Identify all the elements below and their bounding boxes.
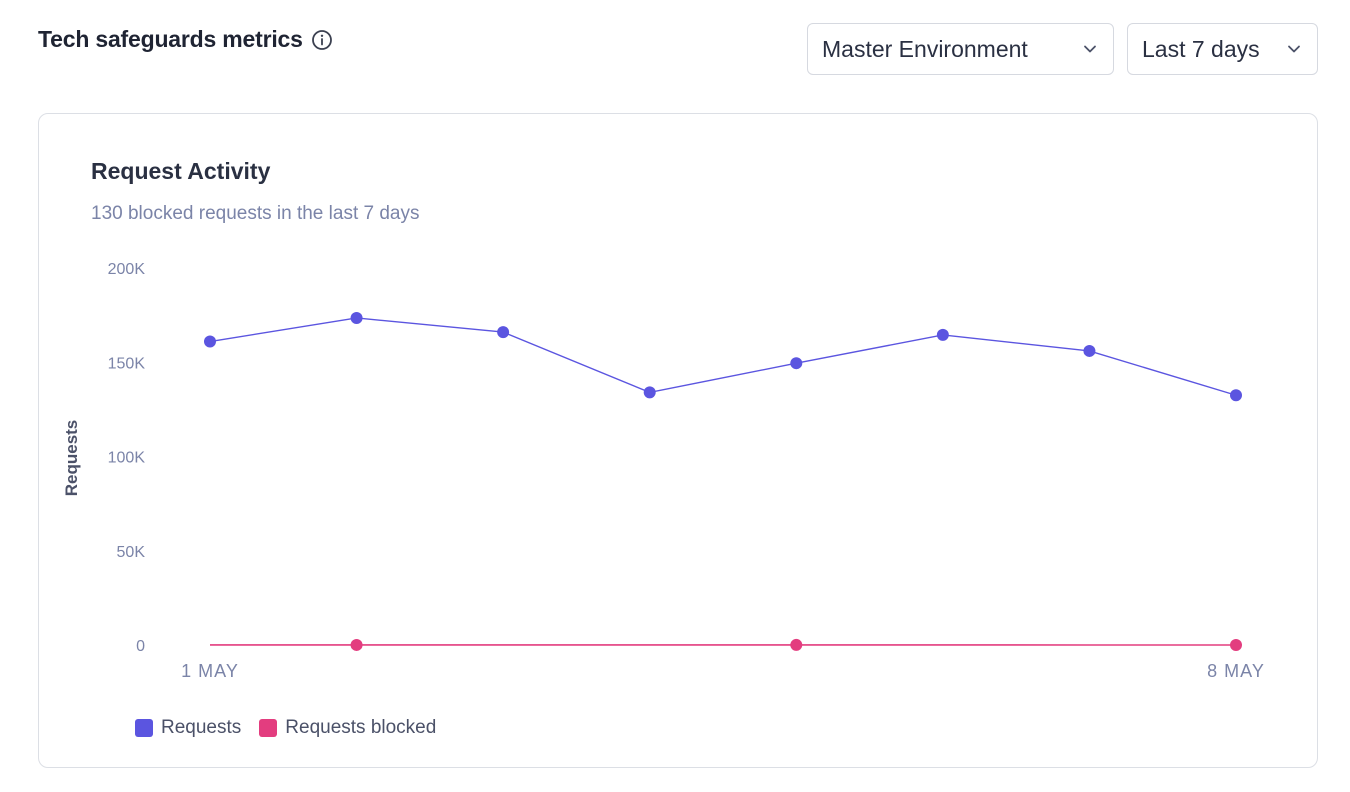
legend-label-requests: Requests: [161, 717, 242, 738]
legend-item-requests-blocked[interactable]: Requests blocked: [259, 717, 436, 739]
environment-select-value: Master Environment: [822, 35, 1028, 62]
page-title: Tech safeguards metrics: [38, 26, 303, 52]
date-range-select-value: Last 7 days: [1142, 35, 1260, 62]
legend-swatch-requests-blocked: [259, 719, 278, 737]
chevron-down-icon: [1288, 45, 1300, 53]
series-line-requests: [209, 317, 1237, 396]
series-layer: [204, 311, 1242, 651]
y-tick-label: 100K: [108, 450, 146, 467]
x-tick-label: 1 MAY: [181, 661, 239, 681]
y-tick-label: 150K: [108, 355, 146, 372]
request-activity-card: Request Activity 130 blocked requests in…: [38, 113, 1318, 768]
data-point-requests[interactable]: [643, 386, 656, 399]
y-tick-label: 0: [136, 638, 145, 655]
y-tick-label: 50K: [117, 544, 146, 561]
chart-legend: Requests Requests blocked: [135, 717, 436, 739]
card-subtitle: 130 blocked requests in the last 7 days: [91, 203, 420, 224]
chevron-down-icon: [1084, 45, 1096, 53]
legend-swatch-requests: [135, 719, 153, 737]
data-point-requests-blocked[interactable]: [790, 638, 803, 651]
y-tick-label: 200K: [108, 261, 146, 278]
environment-select[interactable]: Master Environment: [807, 23, 1114, 75]
data-point-requests-blocked[interactable]: [350, 638, 363, 651]
y-axis-label: Requests: [62, 420, 81, 497]
data-point-requests[interactable]: [936, 328, 949, 341]
legend-label-requests-blocked: Requests blocked: [285, 717, 437, 738]
x-tick-label: 8 MAY: [1207, 661, 1265, 681]
date-range-select[interactable]: Last 7 days: [1127, 23, 1318, 75]
data-point-requests[interactable]: [204, 335, 216, 348]
request-activity-chart: 200K 150K 100K 50K 0 1 MAY 8 MAY Requests: [62, 261, 1265, 681]
y-axis-ticks: 200K 150K 100K 50K 0: [108, 261, 146, 655]
data-point-requests[interactable]: [1083, 344, 1096, 357]
data-point-requests-blocked[interactable]: [1230, 638, 1242, 651]
data-point-requests[interactable]: [790, 357, 803, 370]
info-circle-icon[interactable]: [311, 29, 333, 51]
card-title: Request Activity: [91, 158, 271, 184]
data-point-requests[interactable]: [497, 326, 510, 339]
data-point-requests[interactable]: [1230, 389, 1242, 402]
data-point-requests[interactable]: [350, 311, 363, 324]
x-axis-ticks: 1 MAY 8 MAY: [181, 661, 1265, 681]
legend-item-requests[interactable]: Requests: [135, 717, 241, 739]
page-header: Tech safeguards metrics: [38, 26, 333, 53]
